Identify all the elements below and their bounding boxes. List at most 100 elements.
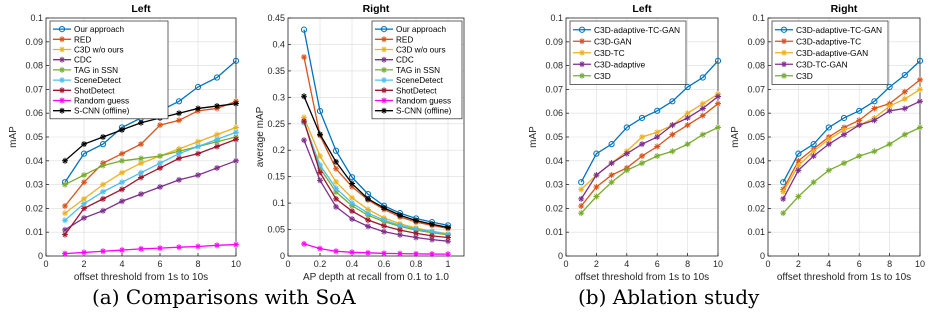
data-point — [901, 88, 908, 95]
chart-title: Right — [831, 3, 858, 15]
data-point — [138, 155, 144, 162]
y-tick-label: 0.08 — [25, 61, 43, 71]
series-line — [64, 243, 237, 255]
data-point — [871, 105, 878, 112]
data-point — [81, 172, 87, 179]
y-tick-label: 0.01 — [747, 227, 765, 237]
data-point — [317, 131, 323, 138]
legend-label: C3D-adaptive-TC — [796, 36, 861, 46]
data-point — [138, 119, 144, 126]
series-line — [782, 88, 921, 193]
data-point — [856, 117, 863, 124]
y-tick-label: 0.04 — [25, 156, 43, 166]
data-point — [138, 245, 144, 252]
data-point — [901, 95, 908, 102]
data-point — [99, 141, 107, 148]
legend-label: RED — [396, 35, 413, 44]
data-point — [654, 134, 661, 140]
data-point — [780, 210, 787, 217]
legend-marker — [579, 49, 585, 56]
data-point — [316, 107, 324, 115]
data-point — [317, 165, 323, 172]
series-7 — [301, 118, 451, 241]
series-line — [303, 120, 449, 239]
y-tick-label: 0.08 — [545, 61, 563, 71]
y-tick-label: 0.05 — [747, 132, 765, 142]
x-tick-label: 0.2 — [314, 259, 327, 269]
data-point — [333, 195, 339, 202]
legend-marker — [781, 72, 787, 79]
data-point — [233, 124, 239, 131]
data-point — [381, 204, 387, 211]
x-tick-label: 6 — [857, 259, 862, 269]
legend-marker — [59, 66, 65, 73]
data-point — [62, 217, 68, 224]
chart-4: 0 2 4 6 8 10 0 0.01 0.02 0.03 0.04 0.05 0.06 0.07 0.08… — [730, 3, 925, 283]
x-tick-label: 8 — [195, 259, 200, 269]
data-point — [381, 250, 387, 257]
x-tick-label: 10 — [915, 259, 925, 269]
data-point — [214, 131, 220, 138]
chart-title: Left — [131, 3, 151, 15]
legend-label: C3D-adaptive-TC-GAN — [796, 25, 882, 35]
data-point — [840, 114, 848, 122]
data-point — [578, 195, 585, 202]
legend-marker — [381, 87, 387, 94]
data-point — [176, 150, 182, 157]
chart-title: Left — [632, 3, 652, 15]
data-point — [157, 164, 163, 171]
legend-label: C3D-adaptive — [594, 59, 646, 69]
data-point — [349, 208, 355, 215]
data-point — [654, 153, 661, 160]
caption-ablation: (b) Ablation study — [578, 285, 760, 309]
legend-marker — [381, 77, 387, 84]
data-point — [593, 150, 600, 157]
series-line — [303, 139, 449, 242]
data-point — [301, 54, 307, 61]
data-point — [669, 131, 676, 138]
x-axis-label: AP depth at recall from 0.1 to 1.0 — [303, 272, 449, 283]
series-line — [303, 29, 449, 226]
chart-1: 0 2 4 6 8 10 0 0.01 0.02 0.03 0.04 0.05 0.06 0.07 0.08… — [8, 3, 241, 283]
legend-marker — [578, 26, 586, 33]
data-point — [445, 224, 451, 231]
data-point — [317, 177, 323, 184]
data-point — [100, 188, 106, 195]
series-line — [303, 117, 449, 235]
x-tick-label: 10 — [231, 259, 241, 269]
data-point — [856, 153, 863, 160]
y-axis-label: mAP — [8, 126, 19, 148]
data-point — [157, 245, 163, 252]
data-point — [62, 226, 68, 233]
data-point — [195, 105, 201, 112]
x-tick-label: 4 — [826, 259, 831, 269]
data-point — [639, 153, 645, 160]
series-4 — [780, 98, 923, 202]
data-point — [213, 74, 221, 81]
series-line — [303, 122, 449, 235]
data-point — [333, 178, 339, 185]
legend-marker — [59, 77, 65, 84]
data-point — [429, 232, 435, 239]
y-tick-label: 0.04 — [545, 156, 563, 166]
data-point — [365, 210, 371, 217]
data-point — [429, 228, 435, 235]
series-line — [64, 126, 237, 214]
x-tick-label: 0 — [563, 259, 568, 269]
legend-marker — [381, 46, 387, 53]
data-point — [917, 98, 923, 105]
legend-label: Random guess — [396, 97, 451, 106]
data-point — [176, 117, 182, 124]
legend-marker — [381, 66, 387, 73]
data-point — [81, 214, 87, 221]
data-point — [669, 148, 676, 155]
y-tick-label: 0.2 — [272, 145, 285, 155]
data-point — [429, 236, 435, 243]
data-point — [81, 141, 87, 148]
data-point — [825, 136, 832, 143]
data-point — [810, 148, 817, 155]
legend-label: ShotDetect — [74, 86, 115, 95]
data-point — [333, 189, 339, 196]
